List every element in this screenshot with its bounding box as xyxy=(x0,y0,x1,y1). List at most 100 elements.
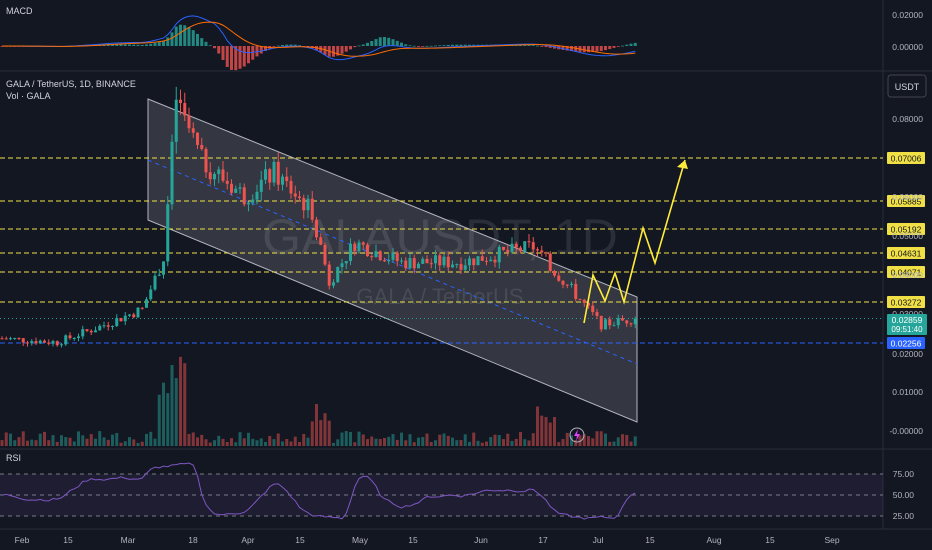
candle-body[interactable] xyxy=(174,99,178,142)
level-tag-2[interactable]: 0.05192 xyxy=(887,223,925,235)
candle-body[interactable] xyxy=(446,256,450,268)
candle-body[interactable] xyxy=(281,176,284,185)
candle-body[interactable] xyxy=(519,247,522,252)
candle-body[interactable] xyxy=(391,252,395,260)
time-axis[interactable]: Feb 15 Mar 18 Apr 15 May 15 Jun 17 Jul 15 Aug 15 Sep xyxy=(15,535,840,545)
candle-body[interactable] xyxy=(255,191,259,200)
candle-body[interactable] xyxy=(13,337,17,339)
candle-body[interactable] xyxy=(510,243,514,253)
candle-body[interactable] xyxy=(238,187,242,189)
currency-button[interactable]: USDT xyxy=(887,74,927,98)
candle-body[interactable] xyxy=(106,325,110,327)
candle-body[interactable] xyxy=(370,256,374,258)
candle-body[interactable] xyxy=(302,198,306,211)
candle-body[interactable] xyxy=(85,329,89,331)
candle-body[interactable] xyxy=(102,325,106,327)
candle-body[interactable] xyxy=(497,246,501,263)
candle-body[interactable] xyxy=(582,299,586,303)
candle-body[interactable] xyxy=(366,244,369,257)
candle-body[interactable] xyxy=(251,199,255,203)
level-tag-6[interactable]: 0.02256 xyxy=(887,337,925,349)
level-tag-3[interactable]: 0.04631 xyxy=(887,247,925,259)
candle-body[interactable] xyxy=(136,307,140,318)
candle-body[interactable] xyxy=(162,261,165,275)
candle-body[interactable] xyxy=(170,141,174,205)
candle-body[interactable] xyxy=(140,307,144,309)
macd-line[interactable] xyxy=(1,15,636,61)
candle-body[interactable] xyxy=(455,264,459,266)
candle-body[interactable] xyxy=(361,242,365,245)
candle-body[interactable] xyxy=(502,246,505,250)
candlesticks[interactable] xyxy=(0,86,637,348)
candle-body[interactable] xyxy=(72,338,76,340)
candle-body[interactable] xyxy=(625,320,629,324)
candle-body[interactable] xyxy=(17,337,21,339)
candle-body[interactable] xyxy=(417,263,420,269)
candle-body[interactable] xyxy=(463,265,467,270)
projection-path[interactable] xyxy=(583,159,686,324)
candle-body[interactable] xyxy=(47,342,51,344)
candle-body[interactable] xyxy=(306,198,310,211)
candle-body[interactable] xyxy=(595,312,599,316)
candle-body[interactable] xyxy=(81,329,85,337)
candle-body[interactable] xyxy=(421,258,425,264)
candle-body[interactable] xyxy=(327,264,331,286)
candle-body[interactable] xyxy=(357,242,361,251)
candle-body[interactable] xyxy=(187,115,191,129)
candle-body[interactable] xyxy=(196,132,199,145)
candle-body[interactable] xyxy=(285,176,289,182)
candle-body[interactable] xyxy=(43,340,46,343)
candle-body[interactable] xyxy=(442,256,446,266)
candle-body[interactable] xyxy=(565,284,569,286)
candle-body[interactable] xyxy=(451,264,454,268)
candle-body[interactable] xyxy=(259,179,263,192)
candle-body[interactable] xyxy=(272,161,276,183)
candle-body[interactable] xyxy=(485,260,488,262)
signal-line[interactable] xyxy=(1,21,636,57)
candle-body[interactable] xyxy=(51,341,55,344)
candle-body[interactable] xyxy=(323,244,327,265)
candle-body[interactable] xyxy=(157,274,161,276)
candle-body[interactable] xyxy=(310,198,314,220)
candle-body[interactable] xyxy=(527,241,531,243)
candle-body[interactable] xyxy=(0,338,4,340)
candle-body[interactable] xyxy=(353,243,357,251)
candle-body[interactable] xyxy=(30,341,34,344)
candle-body[interactable] xyxy=(208,172,212,180)
candle-body[interactable] xyxy=(480,256,484,261)
candle-body[interactable] xyxy=(387,259,391,262)
candle-body[interactable] xyxy=(98,325,102,331)
candle-body[interactable] xyxy=(404,260,408,269)
candle-body[interactable] xyxy=(145,299,148,308)
candle-body[interactable] xyxy=(225,180,229,184)
candle-body[interactable] xyxy=(544,252,548,254)
rsi-line[interactable] xyxy=(1,462,636,520)
candle-body[interactable] xyxy=(64,335,68,345)
candle-body[interactable] xyxy=(340,263,344,268)
candle-body[interactable] xyxy=(378,251,382,261)
candle-body[interactable] xyxy=(349,243,352,262)
candle-body[interactable] xyxy=(468,258,471,266)
candle-body[interactable] xyxy=(531,242,535,250)
candle-body[interactable] xyxy=(489,259,493,262)
candle-body[interactable] xyxy=(536,249,539,251)
candle-body[interactable] xyxy=(34,341,38,344)
candle-body[interactable] xyxy=(217,169,221,175)
candle-body[interactable] xyxy=(612,325,616,327)
candle-body[interactable] xyxy=(493,259,497,263)
candle-body[interactable] xyxy=(425,258,429,264)
candle-body[interactable] xyxy=(591,305,595,313)
candle-body[interactable] xyxy=(633,318,637,325)
candle-body[interactable] xyxy=(293,193,297,197)
candle-body[interactable] xyxy=(268,169,272,183)
level-tag-5[interactable]: 0.03272 xyxy=(887,296,925,308)
candle-body[interactable] xyxy=(153,275,157,290)
level-tag-1[interactable]: 0.05885 xyxy=(887,195,925,207)
macd-indicator[interactable] xyxy=(0,15,637,71)
candle-body[interactable] xyxy=(319,237,323,245)
candle-body[interactable] xyxy=(94,330,97,333)
candle-body[interactable] xyxy=(506,249,510,253)
candle-body[interactable] xyxy=(230,183,233,193)
candle-body[interactable] xyxy=(412,258,416,269)
